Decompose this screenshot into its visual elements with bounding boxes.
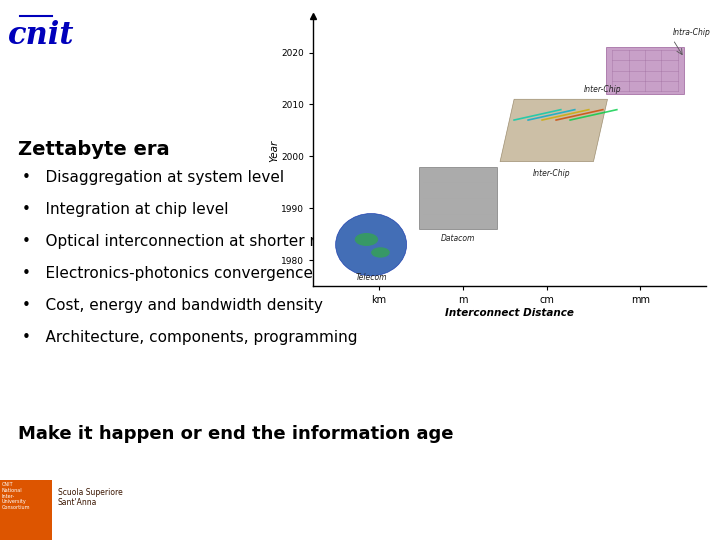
Text: •   Cost, energy and bandwidth density: • Cost, energy and bandwidth density	[22, 298, 323, 313]
FancyBboxPatch shape	[419, 167, 498, 229]
Text: Intra-Chip: Intra-Chip	[673, 28, 711, 37]
Ellipse shape	[371, 247, 390, 258]
Ellipse shape	[336, 213, 407, 276]
Text: •   Disaggregation at system level: • Disaggregation at system level	[22, 170, 284, 185]
Polygon shape	[500, 99, 608, 161]
Text: Telecom: Telecom	[356, 273, 387, 282]
Text: Scuola Superiore
Sant'Anna: Scuola Superiore Sant'Anna	[58, 488, 122, 508]
Ellipse shape	[355, 233, 378, 246]
Text: Inter-Chip: Inter-Chip	[533, 170, 570, 178]
Text: •   Electronics-photonics convergence: • Electronics-photonics convergence	[22, 266, 313, 281]
Text: CNIT
National
Inter-
University
Consortium: CNIT National Inter- University Consorti…	[2, 482, 30, 510]
Text: •   Architecture, components, programming: • Architecture, components, programming	[22, 330, 358, 345]
FancyBboxPatch shape	[0, 480, 52, 540]
Text: Zettabyte era: Zettabyte era	[18, 140, 170, 159]
Text: Make it happen or end the information age: Make it happen or end the information ag…	[18, 425, 454, 443]
Text: Datacom: Datacom	[441, 234, 475, 244]
Text: Inter-Chip: Inter-Chip	[584, 85, 622, 94]
Text: •   Integration at chip level: • Integration at chip level	[22, 202, 228, 217]
Text: cnit: cnit	[8, 20, 74, 51]
Y-axis label: Year: Year	[270, 140, 280, 163]
X-axis label: Interconnect Distance: Interconnect Distance	[445, 308, 574, 318]
FancyBboxPatch shape	[606, 48, 684, 94]
Text: •   Optical interconnection at shorter reach: • Optical interconnection at shorter rea…	[22, 234, 353, 249]
